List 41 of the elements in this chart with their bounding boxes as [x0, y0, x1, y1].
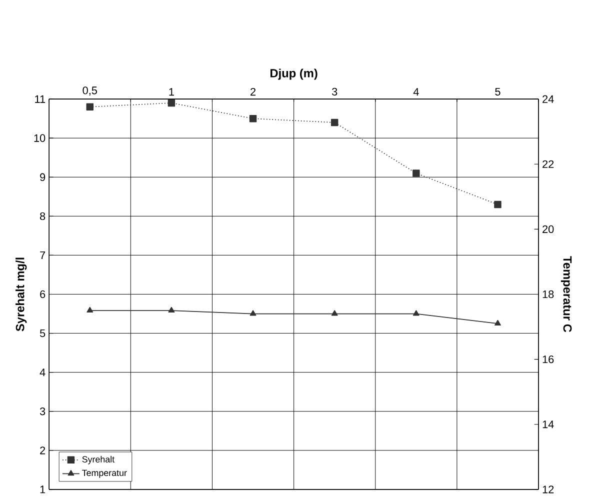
y-tick-label: 2 — [40, 446, 46, 454]
point — [86, 103, 94, 110]
y-tick-label: 9 — [40, 173, 46, 181]
legend-label: Syrehalt — [82, 456, 114, 464]
point — [331, 310, 338, 316]
y-tick-label: 1 — [40, 486, 46, 494]
point — [249, 114, 257, 122]
y2-tick-label: 20 — [542, 225, 554, 233]
point — [412, 310, 420, 316]
y2-tick-label: 18 — [542, 290, 554, 298]
point — [494, 200, 502, 208]
y-tick-label: 6 — [40, 290, 46, 298]
point — [330, 118, 338, 126]
x-tick-label: 4 — [413, 88, 419, 96]
y-tick-label: 3 — [40, 407, 46, 416]
legend-label: Temperatur — [82, 470, 127, 478]
y2-tick-label: 22 — [542, 160, 554, 168]
y-tick-label: 10 — [34, 134, 46, 142]
y2-tick-label: 24 — [542, 95, 554, 103]
y2-tick-label: 14 — [542, 420, 554, 428]
point — [494, 320, 501, 326]
point — [250, 310, 256, 316]
x-tick-label: 1 — [169, 88, 174, 96]
x-axis-title: Djup (m) — [270, 68, 318, 80]
x-tick-label: 0,5 — [82, 86, 97, 96]
x-tick-label: 2 — [250, 88, 256, 96]
y-tick-label: 5 — [40, 329, 46, 337]
y-tick-label: 8 — [40, 212, 46, 220]
y-tick-label: 7 — [40, 251, 46, 259]
point — [168, 306, 175, 312]
y-tick-label: 4 — [40, 368, 46, 376]
y2-axis-title: Temperatur C — [560, 256, 572, 332]
y-axis-title: Syrehalt mg/l — [16, 258, 27, 332]
point — [86, 306, 94, 312]
x-tick-label: 5 — [495, 88, 500, 96]
y2-tick-label: 12 — [542, 485, 554, 494]
y-tick-label: 11 — [35, 95, 46, 103]
x-tick-label: 3 — [332, 88, 338, 96]
point — [412, 169, 420, 177]
y2-tick-label: 16 — [542, 355, 554, 364]
point — [168, 99, 176, 106]
